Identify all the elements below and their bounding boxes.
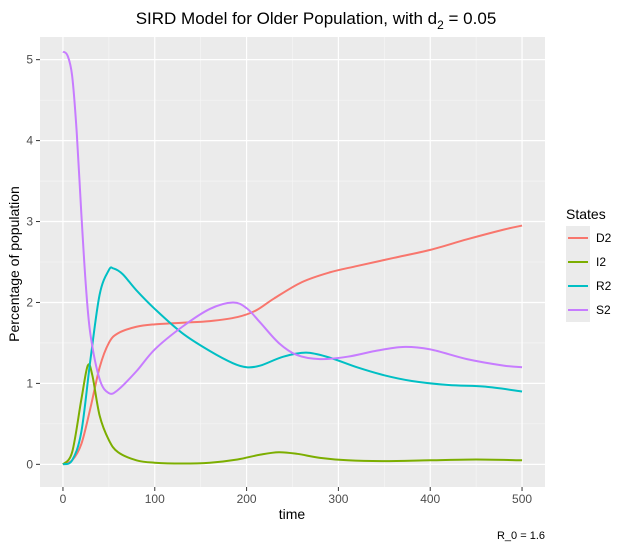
x-tick-label: 400 xyxy=(420,492,440,506)
x-axis-title: time xyxy=(279,506,306,522)
caption: R_0 = 1.6 xyxy=(497,530,545,542)
legend-label-d2: D2 xyxy=(596,231,612,245)
y-tick-label: 4 xyxy=(26,134,33,148)
legend: States D2 I2 R2 S2 xyxy=(566,206,612,322)
x-tick-label: 200 xyxy=(237,492,257,506)
x-axis: 0 100 200 300 400 500 xyxy=(60,487,532,506)
legend-label-r2: R2 xyxy=(596,279,612,293)
x-tick-label: 100 xyxy=(145,492,165,506)
y-tick-label: 2 xyxy=(26,295,33,309)
legend-title: States xyxy=(566,206,606,222)
series-lines xyxy=(62,50,523,466)
x-tick-label: 300 xyxy=(328,492,348,506)
series-line-r2 xyxy=(62,266,523,466)
y-tick-label: 0 xyxy=(26,457,33,471)
y-axis: 0 1 2 3 4 5 xyxy=(26,53,40,471)
chart-title: SIRD Model for Older Population, with d2… xyxy=(136,9,497,32)
legend-label-i2: I2 xyxy=(596,255,606,269)
y-axis-title: Percentage of population xyxy=(6,186,22,342)
y-tick-label: 5 xyxy=(26,53,33,67)
series-line-s2 xyxy=(62,50,523,395)
y-tick-label: 3 xyxy=(26,215,33,229)
x-tick-label: 500 xyxy=(512,492,532,506)
x-tick-label: 0 xyxy=(60,492,67,506)
y-tick-label: 1 xyxy=(26,376,33,390)
legend-label-s2: S2 xyxy=(596,303,611,317)
minor-gridlines xyxy=(40,37,545,487)
